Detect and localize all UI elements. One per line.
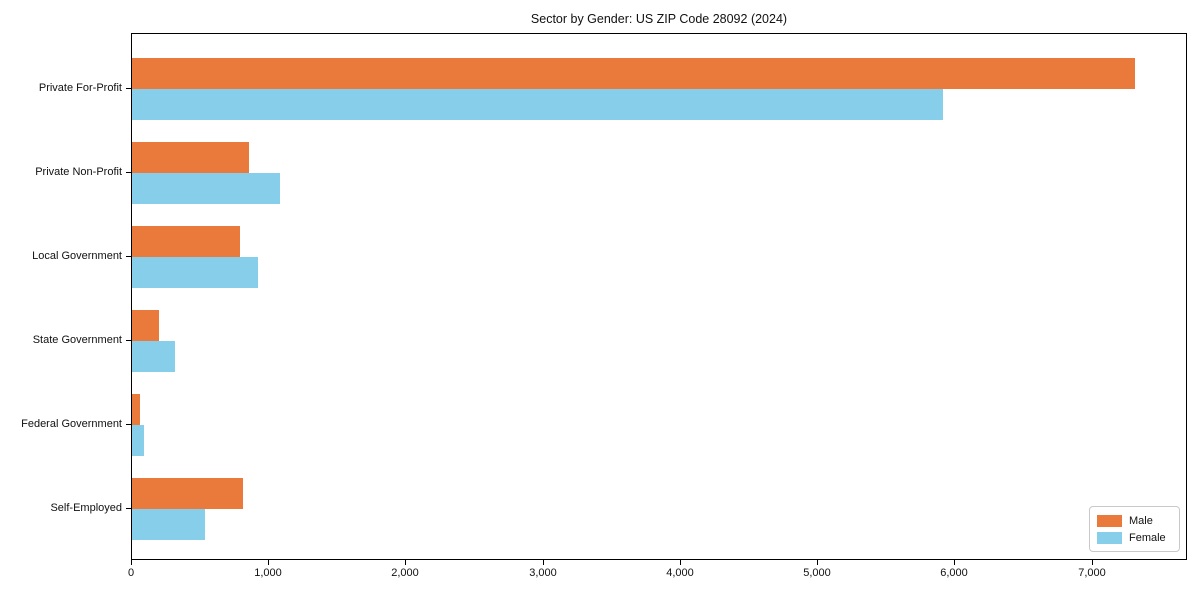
legend-swatch-female [1097,531,1122,544]
ytick-mark [126,424,131,425]
xtick-mark [680,560,681,565]
xtick-label-6-000: 6,000 [940,567,968,579]
bar-male-self-employed [132,478,243,509]
xtick-mark [954,560,955,565]
xtick-label-5-000: 5,000 [803,567,831,579]
bar-male-federal-government [132,394,140,425]
ytick-mark [126,340,131,341]
xtick-label-1-000: 1,000 [254,567,282,579]
xtick-mark [817,560,818,565]
legend: Male Female [1089,506,1180,552]
ytick-label-federal-government: Federal Government [21,418,122,430]
xtick-mark [405,560,406,565]
bar-female-private-for-profit [132,89,943,120]
bar-female-federal-government [132,425,144,456]
ytick-mark [126,508,131,509]
ytick-label-private-non-profit: Private Non-Profit [35,166,122,178]
ytick-label-local-government: Local Government [32,250,122,262]
xtick-label-3-000: 3,000 [529,567,557,579]
legend-entry-female: Female [1097,531,1172,544]
plot-area [131,33,1187,560]
xtick-mark [268,560,269,565]
bar-male-private-for-profit [132,58,1135,89]
bar-female-local-government [132,257,258,288]
xtick-mark [131,560,132,565]
legend-entry-male: Male [1097,514,1172,527]
ytick-mark [126,88,131,89]
bar-female-state-government [132,341,175,372]
legend-label-male: Male [1129,514,1153,527]
xtick-label-0: 0 [127,567,135,579]
ytick-mark [126,256,131,257]
xtick-mark [1092,560,1093,565]
xtick-label-2-000: 2,000 [391,567,419,579]
legend-swatch-male [1097,514,1122,527]
ytick-label-private-for-profit: Private For-Profit [38,82,122,94]
xtick-label-4-000: 4,000 [666,567,694,579]
ytick-label-self-employed: Self-Employed [50,502,122,514]
xtick-mark [543,560,544,565]
ytick-label-state-government: State Government [32,334,122,346]
bar-male-private-non-profit [132,142,249,173]
xtick-label-7-000: 7,000 [1078,567,1106,579]
bar-female-self-employed [132,509,205,540]
ytick-mark [126,172,131,173]
bar-female-private-non-profit [132,173,280,204]
chart-title: Sector by Gender: US ZIP Code 28092 (202… [530,12,788,26]
legend-label-female: Female [1129,531,1166,544]
bar-male-state-government [132,310,159,341]
bar-male-local-government [132,226,240,257]
